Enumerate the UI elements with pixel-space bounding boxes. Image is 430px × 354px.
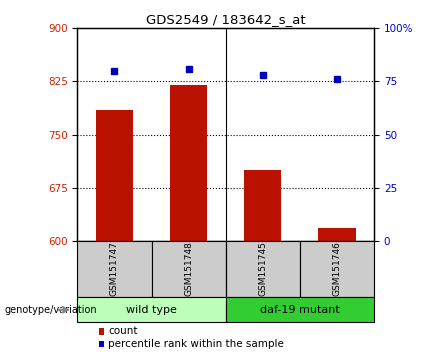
Bar — [300, 241, 374, 297]
Text: count: count — [108, 326, 138, 336]
Bar — [244, 170, 281, 241]
Text: daf-19 mutant: daf-19 mutant — [260, 305, 340, 315]
Bar — [319, 228, 356, 241]
Text: GSM151745: GSM151745 — [258, 241, 267, 297]
Text: GSM151747: GSM151747 — [110, 241, 119, 297]
Bar — [99, 341, 104, 347]
Bar — [170, 85, 207, 241]
Text: GSM151746: GSM151746 — [332, 241, 341, 297]
Text: wild type: wild type — [126, 305, 177, 315]
Bar — [226, 297, 374, 322]
Text: percentile rank within the sample: percentile rank within the sample — [108, 339, 284, 349]
Bar — [151, 241, 226, 297]
Text: GSM151748: GSM151748 — [184, 241, 193, 297]
Title: GDS2549 / 183642_s_at: GDS2549 / 183642_s_at — [146, 13, 306, 26]
Bar — [226, 241, 300, 297]
Bar — [99, 328, 104, 335]
Bar — [96, 110, 133, 241]
Bar — [77, 297, 226, 322]
Bar — [77, 241, 151, 297]
Text: genotype/variation: genotype/variation — [4, 305, 97, 315]
